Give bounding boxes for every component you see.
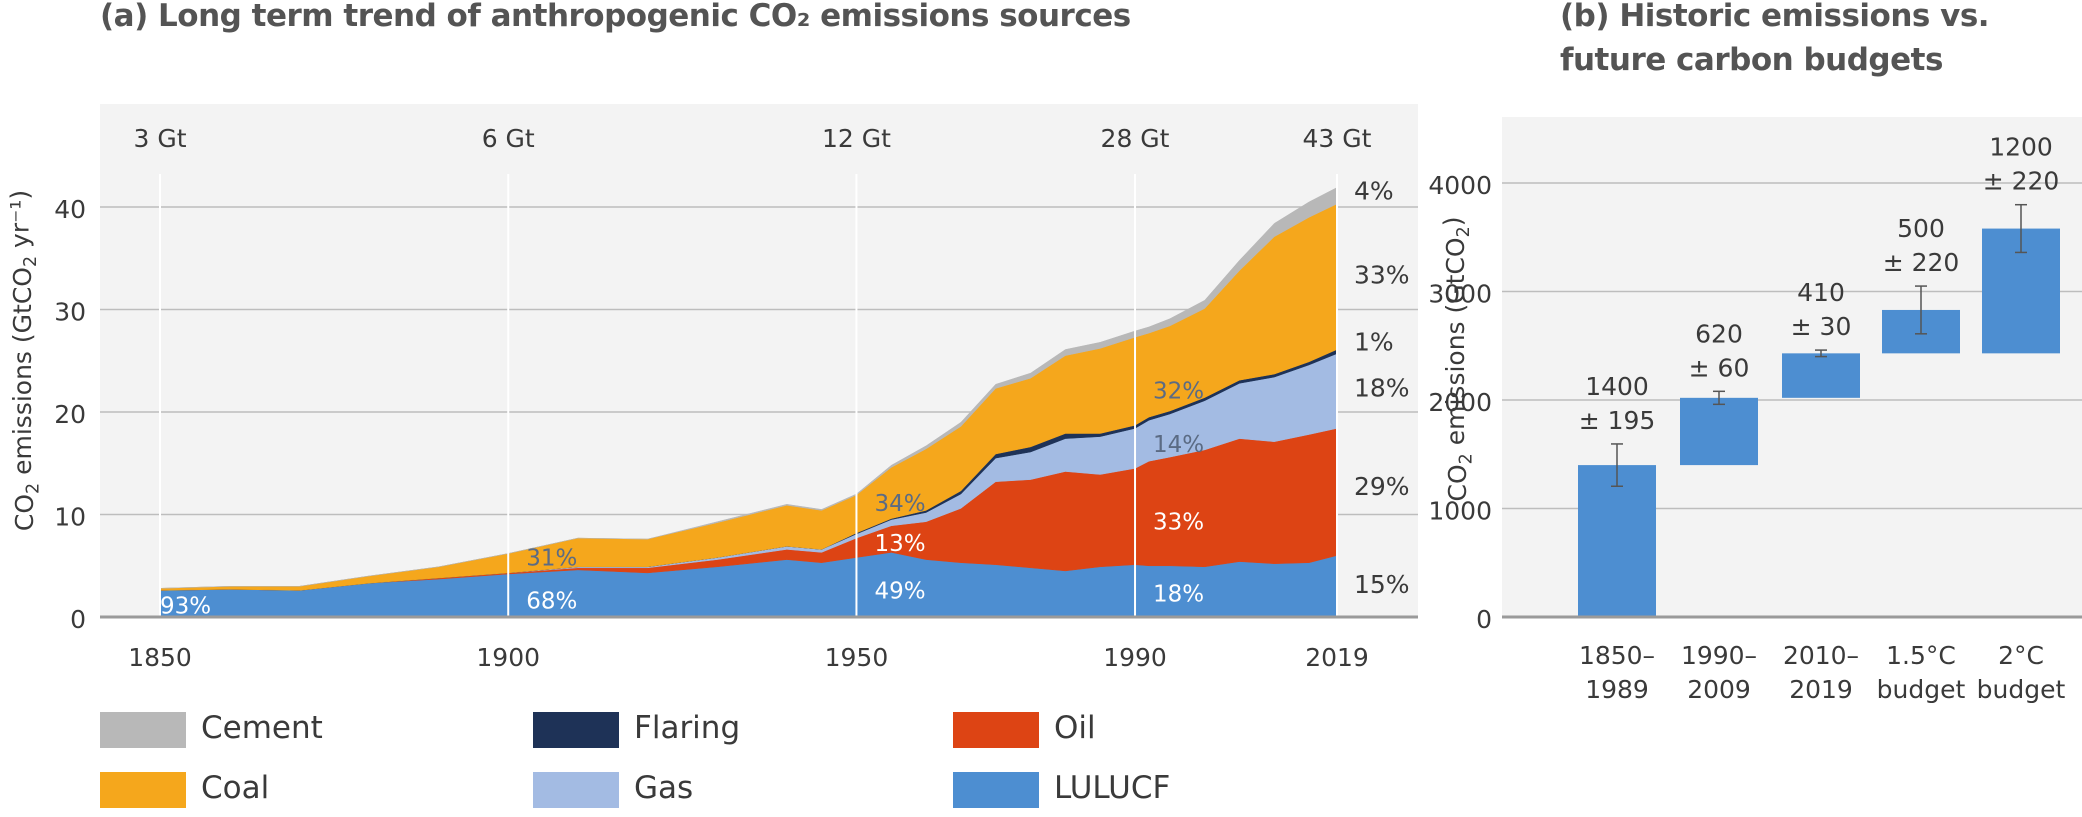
category-label: 1.5°C	[1886, 641, 1956, 670]
legend-label-coal: Coal	[201, 770, 270, 806]
category-label: 2009	[1687, 675, 1751, 704]
panel-b-y-axis-title: CO2 emissions (GtCO2)	[1439, 217, 1477, 502]
bar-uncertainty-label: ± 195	[1579, 406, 1656, 435]
bar-value-label: 620	[1695, 319, 1743, 348]
right-share-label: 18%	[1354, 373, 1410, 402]
share-label: 49%	[874, 578, 925, 604]
right-share-label: 33%	[1354, 261, 1410, 290]
category-label: 1990–	[1681, 641, 1757, 670]
bar-uncertainty-label: ± 30	[1791, 312, 1852, 341]
bar-value-label: 500	[1897, 214, 1945, 243]
legend-swatch-lulucf	[953, 772, 1039, 808]
panel-b-y-tick-label: 2000	[1428, 388, 1492, 417]
bar-uncertainty-label: ± 220	[1983, 167, 2060, 196]
bar-value-label: 1400	[1585, 372, 1649, 401]
panel-b-title-line-2: future carbon budgets	[1560, 42, 1943, 78]
category-label: 2019	[1789, 675, 1853, 704]
panel-b-title-line-1: (b) Historic emissions vs.	[1560, 0, 1990, 34]
legend-swatch-oil	[953, 712, 1039, 748]
legend-label-oil: Oil	[1054, 710, 1096, 746]
total-emissions-label: 12 Gt	[822, 124, 891, 153]
x-tick-label: 1850	[128, 643, 192, 672]
total-emissions-label: 43 Gt	[1303, 124, 1372, 153]
bar	[1578, 465, 1656, 617]
panel-b-title: (b) Historic emissions vs. future carbon…	[1560, 0, 1990, 82]
category-label: 2010–	[1783, 641, 1859, 670]
share-label: 32%	[1153, 378, 1204, 404]
right-share-label: 29%	[1354, 472, 1410, 501]
share-label: 93%	[160, 594, 211, 620]
x-tick-label: 1950	[825, 643, 889, 672]
y-tick-label: 40	[54, 195, 86, 224]
panel-b-y-tick-label: 0	[1476, 605, 1492, 634]
panel-a-title: (a) Long term trend of anthropogenic CO₂…	[100, 0, 1131, 34]
y-tick-label: 0	[70, 605, 86, 634]
panel-a-y-axis-title: CO2 emissions (GtCO2 yr⁻¹)	[6, 190, 44, 531]
total-emissions-label: 28 Gt	[1101, 124, 1170, 153]
share-label: 68%	[526, 589, 577, 615]
category-label: 1850–	[1579, 641, 1655, 670]
legend-label-cement: Cement	[201, 710, 323, 746]
right-share-label: 1%	[1354, 327, 1394, 356]
category-label: budget	[1977, 675, 2066, 704]
right-share-label: 15%	[1354, 570, 1410, 599]
bar-value-label: 410	[1797, 278, 1845, 307]
panel-b-y-tick-label: 3000	[1428, 280, 1492, 309]
panel-b-y-tick-label: 1000	[1428, 497, 1492, 526]
bar	[1680, 397, 1758, 466]
bar-uncertainty-label: ± 220	[1883, 248, 1960, 277]
legend-label-flaring: Flaring	[634, 710, 741, 746]
x-tick-label: 1990	[1103, 643, 1167, 672]
bar-value-label: 1200	[1989, 133, 2053, 162]
total-emissions-label: 3 Gt	[133, 124, 186, 153]
panel-b-y-tick-label: 4000	[1428, 171, 1492, 200]
y-tick-label: 10	[54, 503, 86, 532]
panel-a-area-chart: 0 10 20 30 40 1850 1900 1950 1990 2019 3 Gt 6 Gt 12 …	[6, 104, 1418, 672]
share-label: 13%	[874, 531, 925, 557]
x-tick-label: 2019	[1305, 643, 1369, 672]
y-tick-label: 30	[54, 298, 86, 327]
category-label: budget	[1877, 675, 1966, 704]
legend-swatch-gas	[533, 772, 619, 808]
bar	[1782, 353, 1860, 398]
legend-swatch-cement	[100, 712, 186, 748]
x-tick-label: 1900	[476, 643, 540, 672]
right-share-label: 4%	[1354, 177, 1394, 206]
legend-label-lulucf: LULUCF	[1054, 770, 1171, 806]
category-label: 1989	[1585, 675, 1649, 704]
panel-b-bar-chart: 1400 ± 195 1850– 1989 620 ± 60 1990– 2009 410 ± 3…	[1428, 117, 2082, 704]
share-label: 34%	[874, 491, 925, 517]
bar-uncertainty-label: ± 60	[1689, 353, 1750, 382]
share-label: 31%	[526, 546, 577, 572]
category-label: 2°C	[1998, 641, 2044, 670]
legend-swatch-flaring	[533, 712, 619, 748]
total-emissions-label: 6 Gt	[482, 124, 535, 153]
share-label: 33%	[1153, 510, 1204, 536]
legend-label-gas: Gas	[634, 770, 694, 806]
share-label: 14%	[1153, 432, 1204, 458]
share-label: 18%	[1153, 581, 1204, 607]
legend-swatch-coal	[100, 772, 186, 808]
y-tick-label: 20	[54, 400, 86, 429]
